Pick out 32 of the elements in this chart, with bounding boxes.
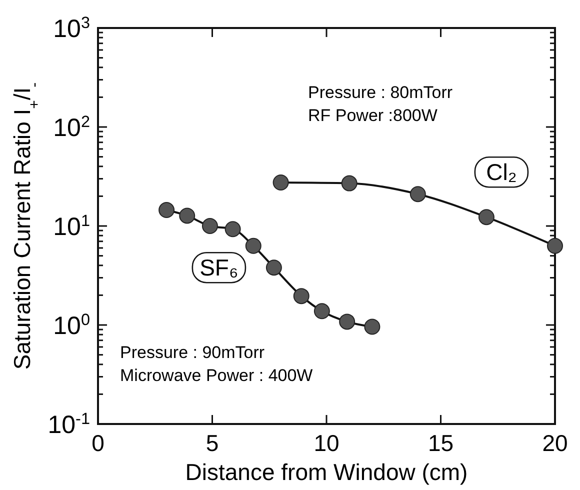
y-tick-label: 10$^{0}$	[53, 311, 90, 340]
x-tick-label: 0	[92, 430, 104, 456]
annotation: Pressure : 90mTorr	[120, 343, 265, 362]
point	[272, 174, 289, 191]
x-tick-label: 5	[206, 430, 219, 456]
y-tick-label: 10$^{1}$	[53, 212, 90, 241]
x-tick-label: 20	[542, 430, 568, 456]
point	[245, 238, 262, 254]
point	[547, 238, 563, 254]
annotation: RF Power :800W	[308, 106, 438, 125]
point	[293, 288, 310, 304]
point	[224, 221, 241, 238]
y-tick-label: 10$^{-1}$	[48, 410, 90, 439]
series-label: SF₆	[200, 254, 238, 281]
point	[314, 303, 330, 320]
point	[158, 202, 175, 218]
x-tick-label: 10	[314, 430, 340, 456]
point	[179, 208, 196, 224]
point	[341, 175, 358, 192]
legend-label: Cl₂	[486, 159, 517, 186]
y-tick-label: 10$^{3}$	[53, 14, 90, 43]
y-tick-label: 10$^{2}$	[53, 113, 90, 142]
annotation: Microwave Power : 400W	[120, 366, 313, 385]
x-axis-title: Distance from Window (cm)	[185, 459, 468, 485]
point	[339, 314, 356, 330]
x-tick-label: 15	[428, 430, 454, 456]
point	[364, 318, 380, 335]
point	[266, 260, 282, 276]
annotation: Pressure : 80mTorr	[308, 83, 453, 102]
point	[410, 186, 426, 202]
point	[202, 218, 218, 234]
point	[478, 209, 494, 226]
